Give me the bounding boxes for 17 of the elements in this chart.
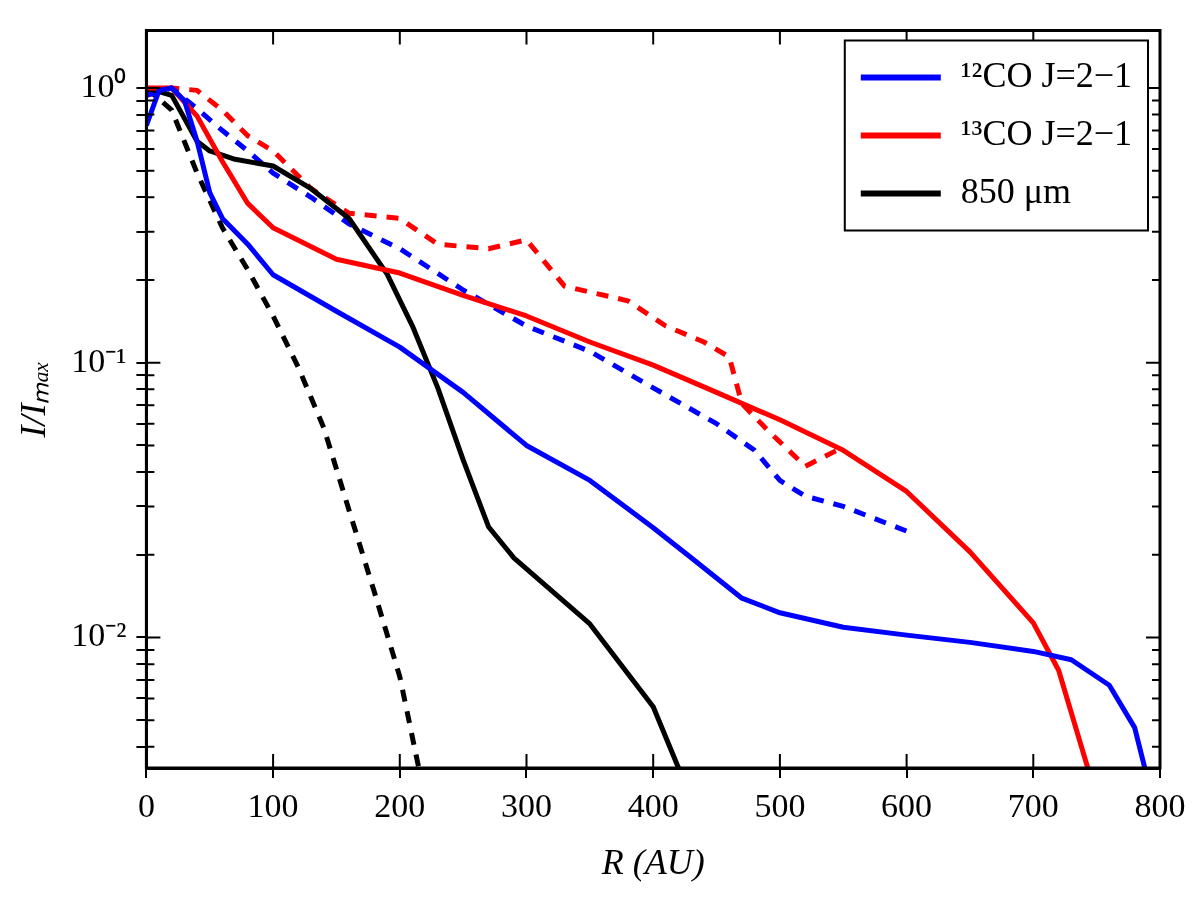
y-tick-label: 10⁻² (71, 616, 127, 654)
legend-label: ¹³CO J=2−1 (960, 112, 1133, 153)
legend-label: ¹²CO J=2−1 (960, 54, 1133, 95)
x-tick-label: 700 (1007, 787, 1059, 825)
y-axis-title: I/Iₘₐₓ (13, 360, 54, 439)
x-tick-label: 400 (627, 787, 679, 825)
x-axis-title: R (AU) (600, 841, 705, 882)
x-tick-label: 800 (1134, 787, 1186, 825)
y-tick-label: 10⁰ (80, 66, 127, 104)
y-tick-label: 10⁻¹ (71, 341, 127, 379)
x-tick-label: 600 (881, 787, 933, 825)
x-tick-label: 200 (374, 787, 426, 825)
x-tick-label: 0 (137, 787, 155, 825)
legend-label: 850 μm (960, 170, 1072, 211)
x-tick-label: 100 (247, 787, 299, 825)
x-tick-label: 500 (754, 787, 806, 825)
x-tick-label: 300 (501, 787, 552, 825)
